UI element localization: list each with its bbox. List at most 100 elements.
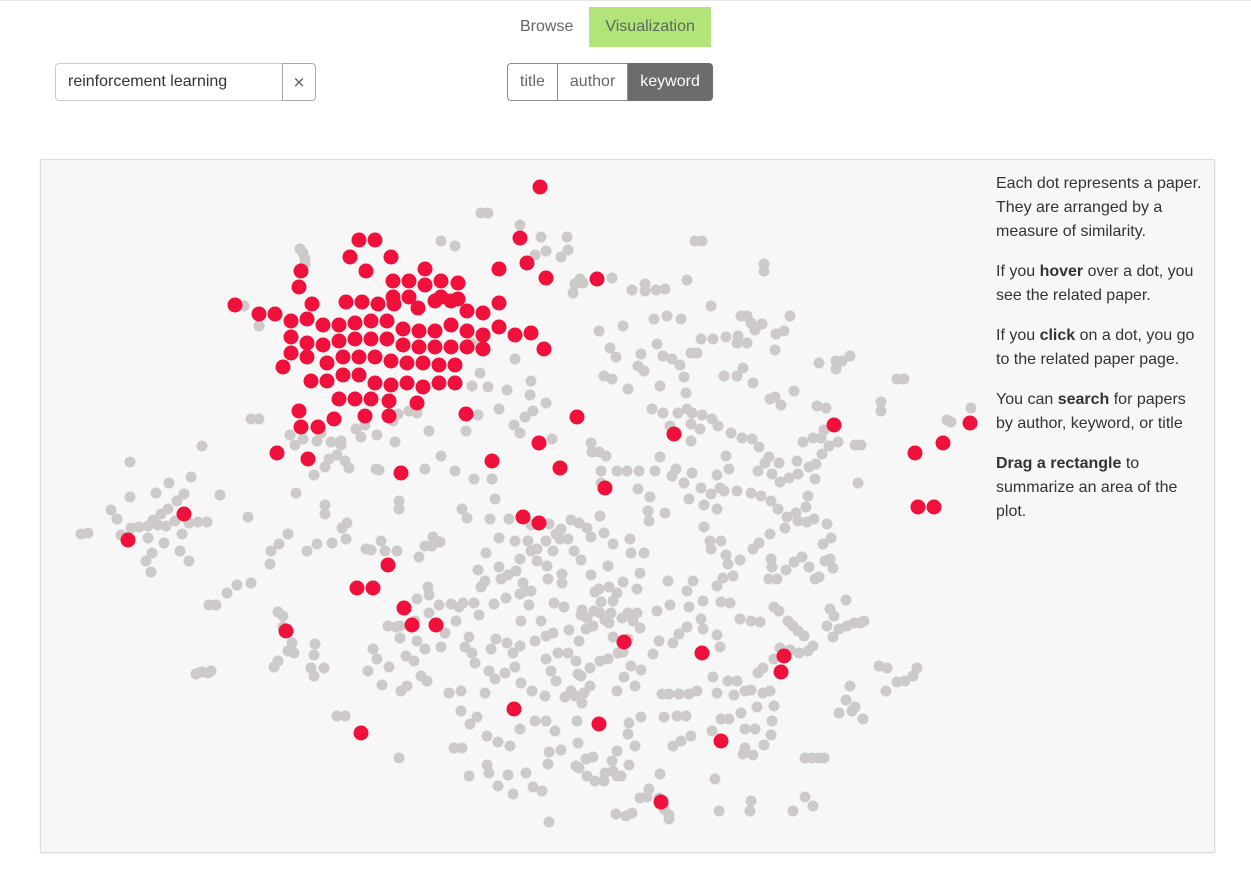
paper-dot[interactable] — [635, 711, 647, 723]
paper-dot[interactable] — [105, 504, 117, 516]
paper-dot-highlighted[interactable] — [417, 261, 433, 277]
paper-dot-highlighted[interactable] — [379, 313, 395, 329]
paper-dot[interactable] — [818, 752, 830, 764]
paper-dot-highlighted[interactable] — [315, 317, 331, 333]
paper-dot[interactable] — [231, 579, 243, 591]
scatter-plot[interactable] — [41, 160, 1214, 852]
paper-dot[interactable] — [622, 728, 634, 740]
paper-dot[interactable] — [673, 628, 685, 640]
paper-dot[interactable] — [562, 533, 574, 545]
paper-dot[interactable] — [598, 527, 610, 539]
paper-dot[interactable] — [617, 320, 629, 332]
paper-dot[interactable] — [685, 435, 697, 447]
paper-dot[interactable] — [707, 333, 719, 345]
paper-dot[interactable] — [840, 694, 852, 706]
paper-dot[interactable] — [875, 405, 887, 417]
paper-dot[interactable] — [683, 493, 695, 505]
paper-dot[interactable] — [768, 700, 780, 712]
paper-dot-highlighted[interactable] — [283, 313, 299, 329]
paper-dot[interactable] — [290, 487, 302, 499]
paper-dot[interactable] — [457, 597, 469, 609]
paper-dot-highlighted[interactable] — [532, 179, 548, 195]
paper-dot[interactable] — [169, 515, 181, 527]
paper-dot[interactable] — [633, 465, 645, 477]
paper-dot[interactable] — [461, 512, 473, 524]
paper-dot[interactable] — [663, 813, 675, 825]
paper-dot-highlighted[interactable] — [383, 377, 399, 393]
paper-dot[interactable] — [367, 643, 379, 655]
paper-dot-highlighted[interactable] — [399, 355, 415, 371]
paper-dot-highlighted[interactable] — [367, 375, 383, 391]
paper-dot-highlighted[interactable] — [319, 373, 335, 389]
paper-dot[interactable] — [389, 436, 401, 448]
paper-dot[interactable] — [501, 384, 513, 396]
paper-dot[interactable] — [547, 627, 559, 639]
paper-dot[interactable] — [705, 488, 717, 500]
paper-dot[interactable] — [543, 816, 555, 828]
paper-dot[interactable] — [715, 596, 727, 608]
paper-dot-highlighted[interactable] — [415, 379, 431, 395]
paper-dot[interactable] — [581, 522, 593, 534]
paper-dot[interactable] — [584, 662, 596, 674]
paper-dot[interactable] — [644, 491, 656, 503]
paper-dot[interactable] — [714, 641, 726, 653]
paper-dot[interactable] — [142, 532, 154, 544]
paper-dot[interactable] — [264, 558, 276, 570]
paper-dot[interactable] — [844, 350, 856, 362]
paper-dot[interactable] — [214, 489, 226, 501]
paper-dot[interactable] — [415, 670, 427, 682]
paper-dot-highlighted[interactable] — [381, 408, 397, 424]
paper-dot-highlighted[interactable] — [370, 296, 386, 312]
paper-dot[interactable] — [821, 620, 833, 632]
paper-dot[interactable] — [585, 569, 597, 581]
paper-dot[interactable] — [509, 535, 521, 547]
paper-dot[interactable] — [800, 501, 812, 513]
paper-dot[interactable] — [483, 665, 495, 677]
paper-dot[interactable] — [379, 545, 391, 557]
paper-dot[interactable] — [474, 367, 486, 379]
paper-dot[interactable] — [455, 685, 467, 697]
paper-dot[interactable] — [174, 545, 186, 557]
paper-dot[interactable] — [672, 407, 684, 419]
paper-dot[interactable] — [792, 468, 804, 480]
paper-dot[interactable] — [408, 655, 420, 667]
paper-dot[interactable] — [626, 807, 638, 819]
paper-dot[interactable] — [572, 737, 584, 749]
paper-dot[interactable] — [529, 715, 541, 727]
paper-dot[interactable] — [681, 585, 693, 597]
paper-dot[interactable] — [752, 465, 764, 477]
paper-dot-highlighted[interactable] — [349, 580, 365, 596]
paper-dot[interactable] — [284, 429, 296, 441]
paper-dot[interactable] — [717, 572, 729, 584]
paper-dot[interactable] — [155, 508, 167, 520]
paper-dot[interactable] — [427, 531, 439, 543]
paper-dot[interactable] — [844, 680, 856, 692]
paper-dot[interactable] — [485, 643, 497, 655]
paper-dot[interactable] — [734, 613, 746, 625]
paper-dot-highlighted[interactable] — [536, 341, 552, 357]
paper-dot[interactable] — [666, 353, 678, 365]
paper-dot[interactable] — [318, 662, 330, 674]
paper-dot[interactable] — [562, 647, 574, 659]
paper-dot-highlighted[interactable] — [523, 325, 539, 341]
paper-dot[interactable] — [965, 402, 977, 414]
paper-dot-highlighted[interactable] — [278, 623, 294, 639]
paper-dot-highlighted[interactable] — [331, 391, 347, 407]
paper-dot[interactable] — [654, 768, 666, 780]
paper-dot[interactable] — [308, 469, 320, 481]
paper-dot[interactable] — [507, 647, 519, 659]
paper-dot[interactable] — [146, 547, 158, 559]
paper-dot[interactable] — [722, 675, 734, 687]
paper-dot[interactable] — [680, 387, 692, 399]
paper-dot[interactable] — [456, 742, 468, 754]
paper-dot[interactable] — [382, 620, 394, 632]
paper-dot[interactable] — [667, 740, 679, 752]
paper-dot[interactable] — [855, 439, 867, 451]
paper-dot[interactable] — [540, 245, 552, 257]
paper-dot[interactable] — [809, 473, 821, 485]
paper-dot[interactable] — [604, 342, 616, 354]
paper-dot[interactable] — [308, 649, 320, 661]
paper-dot[interactable] — [713, 805, 725, 817]
paper-dot[interactable] — [411, 635, 423, 647]
paper-dot-highlighted[interactable] — [519, 255, 535, 271]
